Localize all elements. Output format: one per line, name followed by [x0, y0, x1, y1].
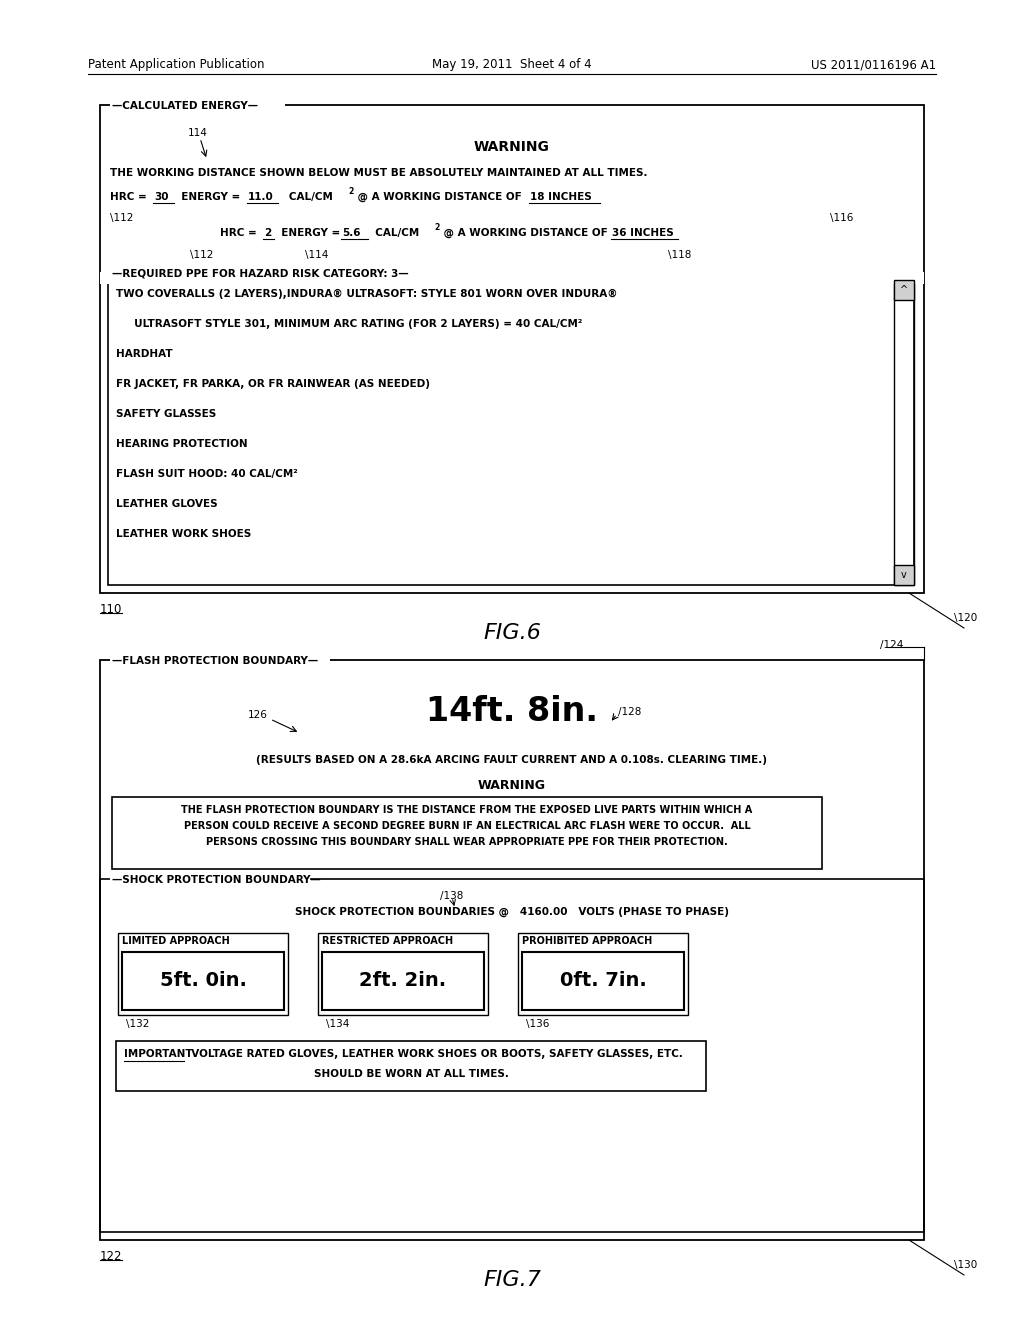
Bar: [518, 933, 688, 1015]
Text: WARNING: WARNING: [474, 140, 550, 154]
Bar: [100, 879, 924, 1232]
Bar: [112, 797, 822, 869]
Text: —FLASH PROTECTION BOUNDARY—: —FLASH PROTECTION BOUNDARY—: [112, 656, 318, 667]
Text: US 2011/0116196 A1: US 2011/0116196 A1: [811, 58, 936, 71]
Text: 122: 122: [100, 1250, 123, 1263]
Text: 18 INCHES: 18 INCHES: [530, 191, 592, 202]
Text: RESTRICTED APPROACH: RESTRICTED APPROACH: [322, 936, 454, 946]
Text: LEATHER GLOVES: LEATHER GLOVES: [116, 499, 218, 510]
Text: THE FLASH PROTECTION BOUNDARY IS THE DISTANCE FROM THE EXPOSED LIVE PARTS WITHIN: THE FLASH PROTECTION BOUNDARY IS THE DIS…: [181, 805, 753, 814]
Text: /138: /138: [440, 891, 464, 902]
Text: 2: 2: [264, 228, 271, 238]
Text: —CALCULATED ENERGY—: —CALCULATED ENERGY—: [112, 102, 258, 111]
Text: 0ft. 7in.: 0ft. 7in.: [560, 972, 646, 990]
Bar: [100, 106, 924, 593]
Text: 114: 114: [188, 128, 208, 139]
Text: \112: \112: [110, 213, 133, 223]
Text: CAL/CM: CAL/CM: [278, 191, 333, 202]
Text: v: v: [901, 570, 907, 579]
Text: WARNING: WARNING: [478, 779, 546, 792]
Text: May 19, 2011  Sheet 4 of 4: May 19, 2011 Sheet 4 of 4: [432, 58, 592, 71]
Text: \132: \132: [126, 1019, 150, 1030]
Text: 2: 2: [434, 223, 439, 232]
Text: LEATHER WORK SHOES: LEATHER WORK SHOES: [116, 529, 251, 539]
Text: 2: 2: [348, 187, 353, 195]
Bar: [522, 952, 684, 1010]
Text: @ A WORKING DISTANCE OF: @ A WORKING DISTANCE OF: [440, 228, 611, 239]
Bar: [100, 660, 924, 1239]
Text: 2ft. 2in.: 2ft. 2in.: [359, 972, 446, 990]
Text: /128: /128: [618, 708, 641, 717]
Bar: [110, 659, 330, 671]
Text: FLASH SUIT HOOD: 40 CAL/CM²: FLASH SUIT HOOD: 40 CAL/CM²: [116, 469, 298, 479]
Text: HARDHAT: HARDHAT: [116, 348, 173, 359]
Bar: [894, 280, 914, 585]
Text: \136: \136: [526, 1019, 549, 1030]
Bar: [318, 933, 488, 1015]
Text: PROHIBITED APPROACH: PROHIBITED APPROACH: [522, 936, 652, 946]
Text: FIG.6: FIG.6: [483, 623, 541, 643]
Text: 14ft. 8in.: 14ft. 8in.: [426, 696, 598, 729]
Text: 5ft. 0in.: 5ft. 0in.: [160, 972, 247, 990]
Text: \120: \120: [954, 612, 977, 623]
Bar: [110, 878, 310, 890]
Text: \134: \134: [326, 1019, 349, 1030]
Text: Patent Application Publication: Patent Application Publication: [88, 58, 264, 71]
Text: SAFETY GLASSES: SAFETY GLASSES: [116, 409, 216, 418]
Bar: [110, 104, 285, 116]
Text: IMPORTANT: IMPORTANT: [124, 1049, 193, 1059]
Text: HRC =: HRC =: [110, 191, 151, 202]
Text: FR JACKET, FR PARKA, OR FR RAINWEAR (AS NEEDED): FR JACKET, FR PARKA, OR FR RAINWEAR (AS …: [116, 379, 430, 389]
Text: ^: ^: [900, 285, 908, 294]
Text: \130: \130: [954, 1261, 977, 1270]
Text: CAL/CM: CAL/CM: [368, 228, 419, 238]
Text: HEARING PROTECTION: HEARING PROTECTION: [116, 440, 248, 449]
Text: PERSON COULD RECEIVE A SECOND DEGREE BURN IF AN ELECTRICAL ARC FLASH WERE TO OCC: PERSON COULD RECEIVE A SECOND DEGREE BUR…: [183, 821, 751, 832]
Text: VOLTAGE RATED GLOVES, LEATHER WORK SHOES OR BOOTS, SAFETY GLASSES, ETC.: VOLTAGE RATED GLOVES, LEATHER WORK SHOES…: [184, 1049, 683, 1059]
Text: PERSONS CROSSING THIS BOUNDARY SHALL WEAR APPROPRIATE PPE FOR THEIR PROTECTION.: PERSONS CROSSING THIS BOUNDARY SHALL WEA…: [206, 837, 728, 847]
Text: HRC =: HRC =: [220, 228, 260, 238]
Text: ENERGY =: ENERGY =: [174, 191, 244, 202]
Text: \112: \112: [190, 249, 213, 260]
Text: @ A WORKING DISTANCE OF: @ A WORKING DISTANCE OF: [354, 191, 525, 202]
Text: THE WORKING DISTANCE SHOWN BELOW MUST BE ABSOLUTELY MAINTAINED AT ALL TIMES.: THE WORKING DISTANCE SHOWN BELOW MUST BE…: [110, 168, 647, 178]
Text: —SHOCK PROTECTION BOUNDARY—: —SHOCK PROTECTION BOUNDARY—: [112, 875, 321, 884]
Text: 11.0: 11.0: [248, 191, 273, 202]
Bar: [108, 280, 914, 585]
Text: 126: 126: [248, 710, 268, 719]
Text: 30: 30: [154, 191, 169, 202]
Text: \118: \118: [668, 249, 691, 260]
Text: ENERGY =: ENERGY =: [274, 228, 344, 238]
Text: —REQUIRED PPE FOR HAZARD RISK CATEGORY: 3—: —REQUIRED PPE FOR HAZARD RISK CATEGORY: …: [112, 268, 409, 279]
Text: SHOULD BE WORN AT ALL TIMES.: SHOULD BE WORN AT ALL TIMES.: [313, 1069, 509, 1078]
Bar: [894, 280, 914, 300]
Bar: [122, 952, 284, 1010]
Text: TWO COVERALLS (2 LAYERS),INDURA® ULTRASOFT: STYLE 801 WORN OVER INDURA®: TWO COVERALLS (2 LAYERS),INDURA® ULTRASO…: [116, 289, 617, 300]
Text: 5.6: 5.6: [342, 228, 360, 238]
Text: /124: /124: [880, 640, 903, 649]
Text: \114: \114: [305, 249, 329, 260]
Text: \116: \116: [830, 213, 853, 223]
Text: SHOCK PROTECTION BOUNDARIES @   4160.00   VOLTS (PHASE TO PHASE): SHOCK PROTECTION BOUNDARIES @ 4160.00 VO…: [295, 907, 729, 917]
Text: 36 INCHES: 36 INCHES: [612, 228, 674, 238]
Bar: [116, 1041, 706, 1092]
Bar: [322, 952, 484, 1010]
Text: ULTRASOFT STYLE 301, MINIMUM ARC RATING (FOR 2 LAYERS) = 40 CAL/CM²: ULTRASOFT STYLE 301, MINIMUM ARC RATING …: [116, 319, 583, 329]
Text: LIMITED APPROACH: LIMITED APPROACH: [122, 936, 229, 946]
Bar: [118, 933, 288, 1015]
Text: 110: 110: [100, 603, 123, 616]
Text: FIG.7: FIG.7: [483, 1270, 541, 1290]
Bar: [100, 272, 924, 284]
Bar: [894, 565, 914, 585]
Text: (RESULTS BASED ON A 28.6kA ARCING FAULT CURRENT AND A 0.108s. CLEARING TIME.): (RESULTS BASED ON A 28.6kA ARCING FAULT …: [256, 755, 768, 766]
